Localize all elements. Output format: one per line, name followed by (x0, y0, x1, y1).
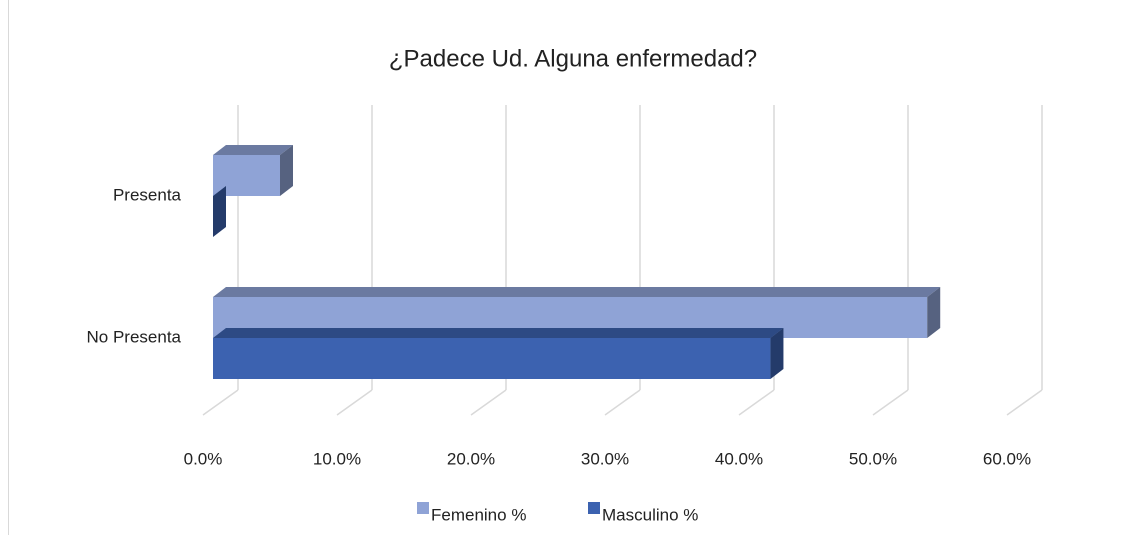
floor-line (470, 389, 507, 416)
bar-front (213, 338, 771, 379)
floor-line (604, 389, 641, 416)
bar-top (213, 328, 784, 338)
floor-line (1006, 389, 1043, 416)
x-tick-label: 30.0% (581, 449, 629, 468)
legend-swatch (588, 502, 600, 514)
bar-top (213, 145, 293, 155)
legend-swatch (417, 502, 429, 514)
floor-line (202, 389, 239, 416)
bar-side (280, 145, 293, 196)
bar-top (213, 287, 941, 297)
x-tick-label: 40.0% (715, 449, 763, 468)
floor-line (872, 389, 909, 416)
chart-title: ¿Padece Ud. Alguna enfermedad? (389, 45, 757, 72)
x-tick-label: 0.0% (184, 449, 223, 468)
x-tick-label: 20.0% (447, 449, 495, 468)
bar (213, 186, 226, 237)
bar-side (770, 328, 784, 379)
category-label: Presenta (113, 185, 182, 204)
x-tick-label: 50.0% (849, 449, 897, 468)
bar-side (213, 186, 226, 237)
floor-line (738, 389, 775, 416)
bar-side (927, 287, 941, 338)
legend-label: Masculino % (602, 505, 698, 524)
bar (213, 328, 784, 379)
legend-label: Femenino % (431, 505, 526, 524)
category-label: No Presenta (87, 327, 182, 346)
floor-line (336, 389, 373, 416)
bar (213, 145, 293, 196)
x-tick-label: 10.0% (313, 449, 361, 468)
x-tick-label: 60.0% (983, 449, 1031, 468)
